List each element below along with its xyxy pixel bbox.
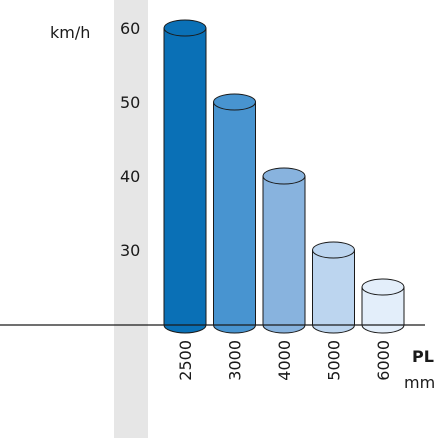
- bar-3000: [213, 93, 256, 334]
- x-category-label: 6000: [374, 340, 393, 381]
- bar-top-cap: [163, 19, 207, 37]
- bar-4000: [262, 167, 306, 334]
- bar-top-cap: [213, 93, 256, 111]
- x-unit-label: mm: [404, 373, 435, 392]
- bar-5000: [312, 241, 355, 334]
- x-category-label: 5000: [325, 340, 344, 381]
- y-tick-label: 50: [120, 93, 140, 112]
- x-category-labels: 2500 3000 4000 5000 6000: [176, 340, 393, 381]
- y-tick-label: 30: [120, 241, 140, 260]
- y-tick-labels: 30 40 50 60: [120, 19, 140, 260]
- bar-6000: [361, 278, 405, 334]
- bar-top-cap: [312, 241, 355, 259]
- y-tick-label: 60: [120, 19, 140, 38]
- bar-top-cap: [262, 167, 306, 185]
- y-axis-band: [114, 0, 148, 438]
- x-category-label: 3000: [226, 340, 245, 381]
- x-axis-label: PL: [412, 347, 434, 366]
- x-category-label: 2500: [176, 340, 195, 381]
- bar-body: [262, 175, 306, 334]
- bar-2500: [163, 19, 207, 334]
- y-tick-label: 40: [120, 167, 140, 186]
- bar-body: [312, 249, 355, 334]
- bar-top-cap: [361, 278, 405, 296]
- bar-body: [163, 27, 207, 334]
- bar-body: [361, 286, 405, 334]
- bars: [163, 19, 405, 334]
- x-category-label: 4000: [275, 340, 294, 381]
- y-unit-label: km/h: [50, 23, 90, 42]
- bar-body: [213, 101, 256, 334]
